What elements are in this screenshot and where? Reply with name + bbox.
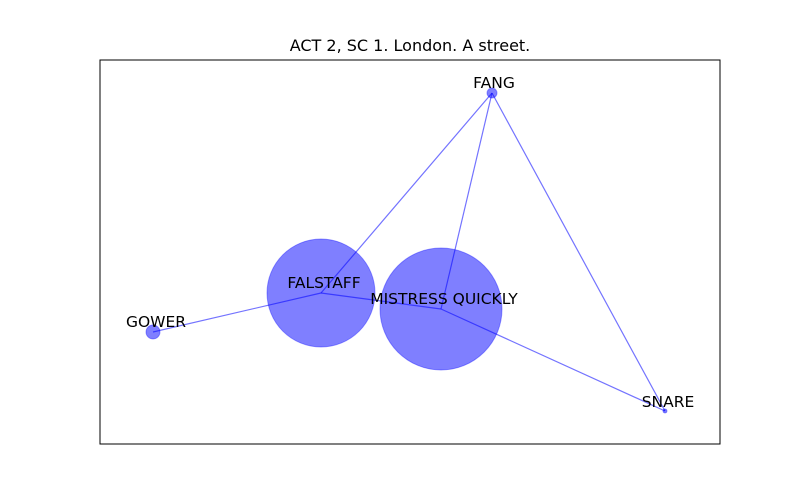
node-mistress-quickly xyxy=(379,247,503,371)
plot-frame xyxy=(99,59,721,445)
node-label-snare: SNARE xyxy=(642,393,695,411)
labels-layer: FANG FALSTAFF MISTRESS QUICKLY GOWER SNARE xyxy=(126,74,694,411)
edge-fang-snare xyxy=(491,92,666,412)
node-snare xyxy=(662,408,668,414)
edges-layer xyxy=(152,92,666,412)
nodes-layer xyxy=(145,87,668,414)
node-gower xyxy=(145,324,161,340)
node-label-fang: FANG xyxy=(473,74,515,92)
graph-title: ACT 2, SC 1. London. A street. xyxy=(289,36,531,55)
node-falstaff xyxy=(266,238,376,348)
node-label-falstaff: FALSTAFF xyxy=(287,274,360,292)
node-fang xyxy=(486,87,498,99)
node-label-gower: GOWER xyxy=(126,313,186,331)
node-label-mistress-quickly: MISTRESS QUICKLY xyxy=(370,290,518,308)
